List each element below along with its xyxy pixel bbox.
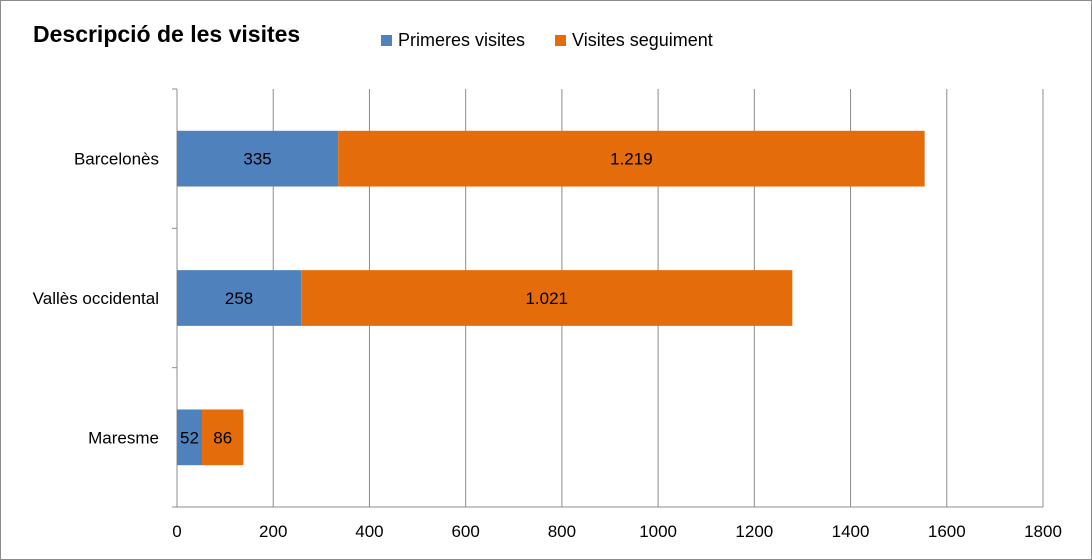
- bar-primeres: [177, 270, 302, 326]
- x-tick-label-0: 0: [172, 522, 181, 541]
- legend-swatch-seguiment: [555, 35, 567, 46]
- legend-item-primeres: Primeres visites: [381, 30, 525, 51]
- data-label-primeres: 335: [243, 150, 271, 169]
- x-tick-label-1800: 1800: [1024, 522, 1062, 541]
- data-label-seguiment: 1.219: [610, 150, 653, 169]
- legend-label-primeres: Primeres visites: [398, 30, 526, 50]
- data-label-seguiment: 1.021: [525, 289, 568, 308]
- x-tick-label-600: 600: [451, 522, 479, 541]
- data-label-primeres: 258: [225, 289, 253, 308]
- x-tick-label-1600: 1600: [928, 522, 966, 541]
- category-label: Vallès occidental: [33, 289, 159, 308]
- bar-primeres: [177, 409, 203, 466]
- chart-title: Descripció de les visites: [33, 21, 301, 47]
- legend-swatch-primeres: [381, 35, 392, 46]
- bar-seguiment: [301, 270, 793, 326]
- x-tick-label-1200: 1200: [735, 522, 773, 541]
- legend-label-seguiment: Visites seguiment: [572, 30, 713, 50]
- data-label-seguiment: 86: [213, 428, 232, 447]
- x-tick-label-200: 200: [259, 522, 287, 541]
- x-tick-label-800: 800: [548, 522, 576, 541]
- x-tick-label-1000: 1000: [639, 522, 677, 541]
- category-label: Maresme: [88, 428, 159, 447]
- category-label: Barcelonès: [74, 150, 159, 169]
- chart-legend: Primeres visites Visites seguiment: [381, 30, 743, 51]
- bar-primeres: [177, 130, 339, 187]
- x-tick-label-1400: 1400: [832, 522, 870, 541]
- x-tick-label-400: 400: [355, 522, 383, 541]
- data-label-primeres: 52: [180, 428, 199, 447]
- bar-seguiment: [338, 130, 925, 187]
- bar-seguiment: [202, 409, 244, 466]
- legend-item-seguiment: Visites seguiment: [555, 30, 713, 51]
